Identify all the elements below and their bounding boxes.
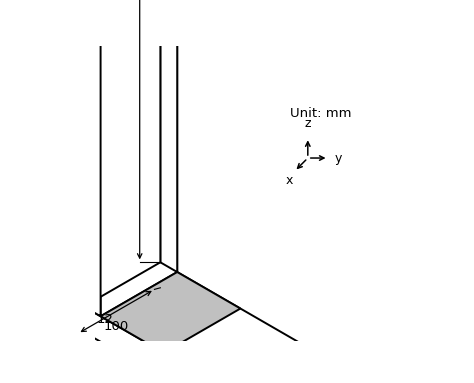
Text: y: y	[334, 152, 342, 165]
Text: 100: 100	[103, 320, 129, 333]
Polygon shape	[160, 0, 177, 272]
Polygon shape	[84, 306, 474, 383]
Polygon shape	[100, 0, 177, 316]
Text: 250: 250	[114, 0, 139, 3]
Polygon shape	[84, 262, 160, 332]
Text: 12: 12	[97, 313, 114, 326]
Polygon shape	[84, 262, 474, 383]
Text: z: z	[305, 117, 311, 130]
Polygon shape	[84, 0, 160, 306]
Polygon shape	[84, 0, 100, 316]
Text: x: x	[285, 174, 293, 187]
Polygon shape	[100, 272, 240, 353]
Text: Unit: mm: Unit: mm	[291, 107, 352, 120]
